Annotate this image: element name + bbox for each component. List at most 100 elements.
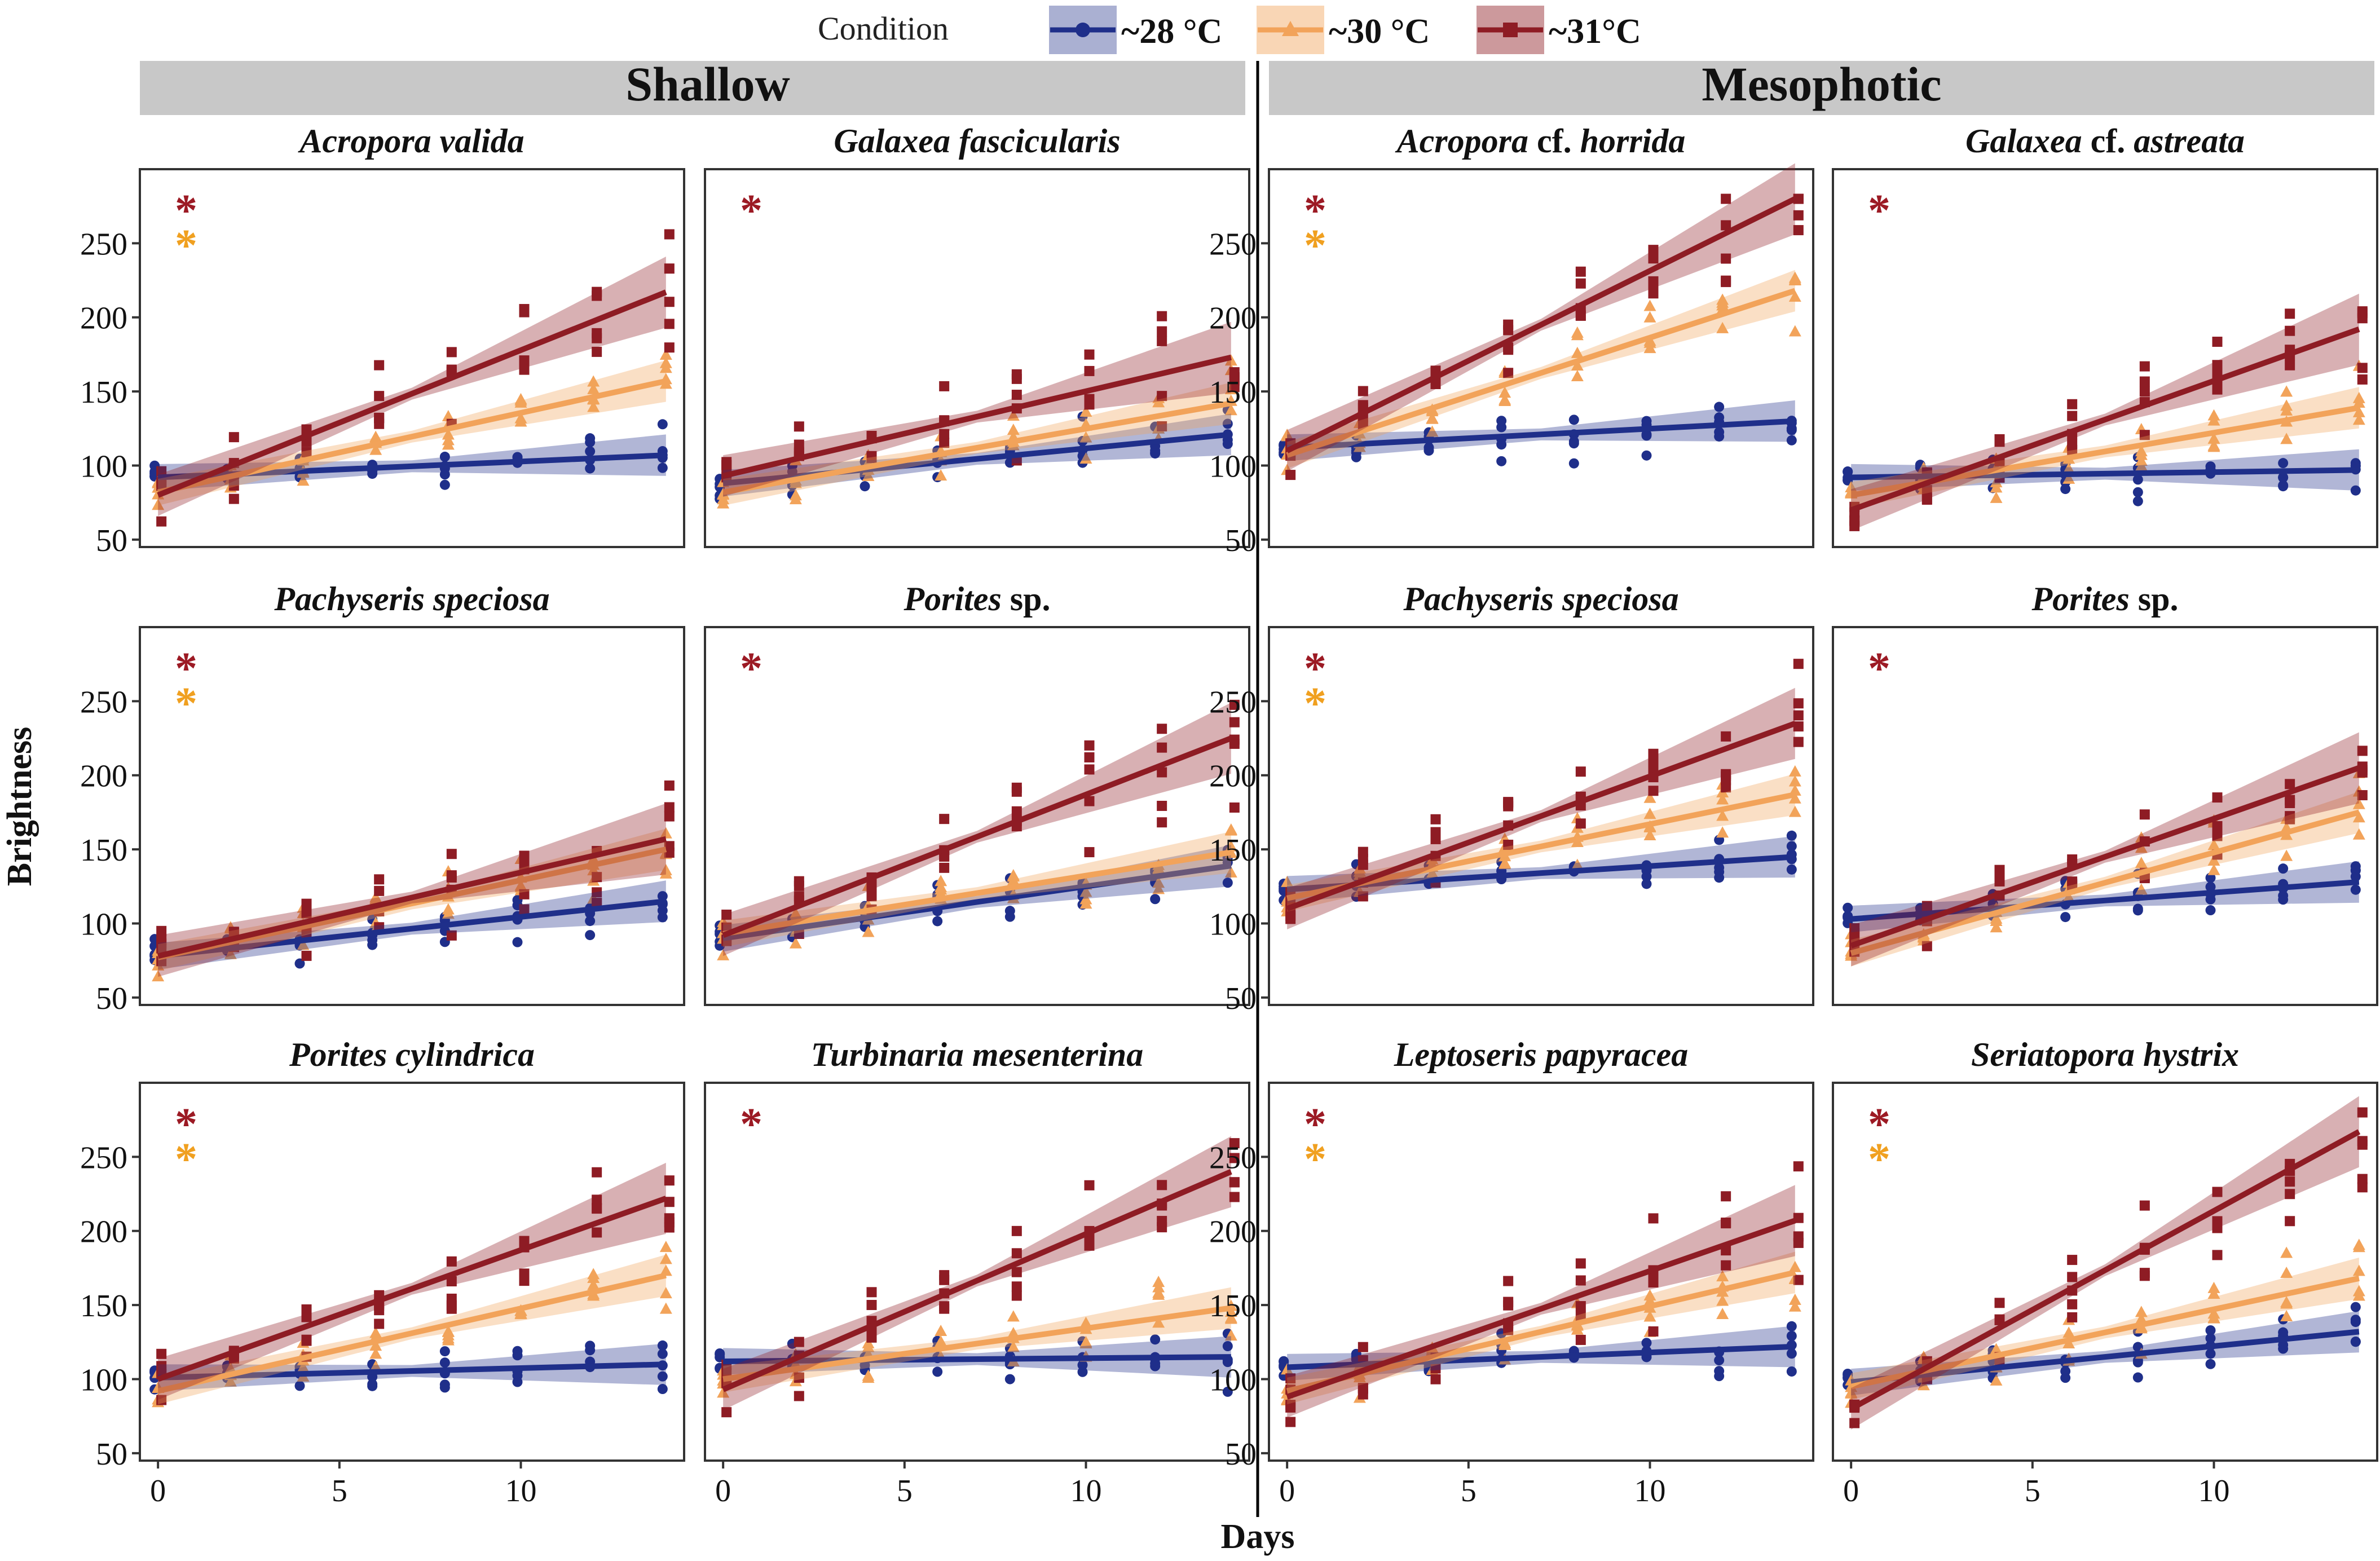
point-31	[1503, 839, 1514, 850]
point-30	[659, 827, 672, 839]
point-28	[2278, 472, 2289, 483]
panel-3: Acropora cf. horrida 50 100 150 200 250 **	[1209, 122, 1814, 558]
panel-10: Turbinaria mesenterina 0 5 10 *	[704, 1036, 1250, 1509]
point-31	[374, 418, 385, 429]
point-31	[1229, 1153, 1240, 1163]
point-28	[1843, 911, 1853, 921]
point-30	[2207, 440, 2220, 452]
group-strip-shallow	[140, 61, 1245, 115]
point-28	[2278, 863, 2289, 874]
point-31	[664, 342, 675, 353]
y-tick-label: 50	[96, 523, 127, 558]
panel-title: Galaxea fascicularis	[834, 122, 1120, 160]
point-31	[374, 874, 385, 885]
point-31	[1011, 390, 1022, 400]
point-31	[1084, 365, 1095, 376]
point-31	[519, 1276, 530, 1286]
y-tick-label: 200	[1209, 301, 1257, 336]
point-30	[659, 356, 672, 368]
y-tick-label: 100	[80, 449, 127, 484]
point-31	[2212, 1250, 2223, 1260]
group-label-mesophotic: Mesophotic	[1702, 57, 1941, 111]
point-31	[721, 1368, 732, 1378]
point-31	[1011, 786, 1022, 797]
point-31	[939, 814, 950, 824]
point-31	[939, 862, 950, 873]
point-28	[1786, 423, 1797, 434]
point-30	[369, 443, 382, 455]
significance-star-31: *	[740, 644, 763, 694]
point-31	[1575, 766, 1586, 777]
point-30	[1571, 369, 1584, 381]
point-30	[935, 1324, 947, 1336]
point-30	[789, 493, 802, 505]
point-30	[442, 409, 455, 421]
point-30	[297, 1361, 310, 1373]
point-31	[1157, 800, 1167, 811]
point-31	[1721, 731, 1731, 742]
point-30	[442, 438, 455, 450]
point-30	[862, 1340, 875, 1352]
point-31	[794, 1337, 804, 1347]
significance-star-31: *	[1868, 644, 1890, 694]
point-31	[2357, 306, 2368, 317]
point-30	[1426, 425, 1439, 437]
point-31	[721, 457, 732, 468]
y-tick-label: 100	[1209, 449, 1257, 484]
point-28	[1222, 1341, 1233, 1351]
significance-star-31: *	[1304, 644, 1326, 694]
point-30	[1571, 858, 1584, 870]
point-28	[657, 1384, 668, 1395]
legend-entry-30: ~30 °C	[1257, 6, 1430, 54]
point-31	[1229, 1192, 1240, 1202]
point-30	[862, 1369, 875, 1381]
y-tick-label: 150	[80, 375, 127, 410]
panel-9: Porites cylindrica 50 100 150 200 250 0 5 10 **	[80, 1036, 685, 1509]
point-31	[794, 891, 804, 902]
point-30	[1788, 1293, 1801, 1305]
point-31	[1793, 659, 1804, 669]
point-28	[585, 437, 596, 448]
point-31	[794, 929, 804, 940]
y-tick-label: 50	[96, 1437, 127, 1472]
point-31	[1648, 245, 1659, 255]
fit-line-28	[1850, 1329, 2360, 1385]
point-31	[156, 934, 167, 945]
point-31	[1358, 846, 1368, 857]
point-30	[2062, 472, 2075, 484]
point-28	[512, 1350, 523, 1361]
panel-title-part: Galaxea fascicularis	[834, 122, 1120, 160]
point-30	[1571, 359, 1584, 371]
point-31	[156, 516, 167, 527]
point-30	[1281, 1363, 1294, 1375]
point-31	[1285, 1417, 1296, 1427]
point-31	[592, 346, 602, 357]
point-31	[1430, 834, 1441, 844]
point-31	[374, 391, 385, 402]
point-31	[721, 1407, 732, 1418]
point-31	[664, 780, 675, 791]
point-31	[1503, 1276, 1514, 1286]
fit-line-31	[1285, 196, 1797, 453]
y-tick-label: 250	[80, 1140, 127, 1175]
fit-line-30	[157, 846, 667, 960]
point-28	[1714, 402, 1725, 412]
significance-star-31: *	[740, 186, 763, 236]
point-31	[664, 847, 675, 858]
point-28	[2060, 1373, 2071, 1383]
fit-line-31	[157, 289, 667, 498]
fit-line-28	[723, 1354, 1231, 1364]
point-28	[1714, 867, 1725, 877]
point-31	[1084, 399, 1095, 410]
point-30	[935, 883, 947, 895]
point-30	[1498, 393, 1511, 405]
point-31	[939, 851, 950, 862]
point-30	[1788, 325, 1801, 337]
point-31	[1575, 818, 1586, 829]
point-30	[2207, 1312, 2220, 1324]
point-31	[446, 1276, 457, 1287]
point-28	[2278, 458, 2289, 469]
point-31	[2212, 360, 2223, 371]
ribbon-31	[1287, 1185, 1795, 1418]
